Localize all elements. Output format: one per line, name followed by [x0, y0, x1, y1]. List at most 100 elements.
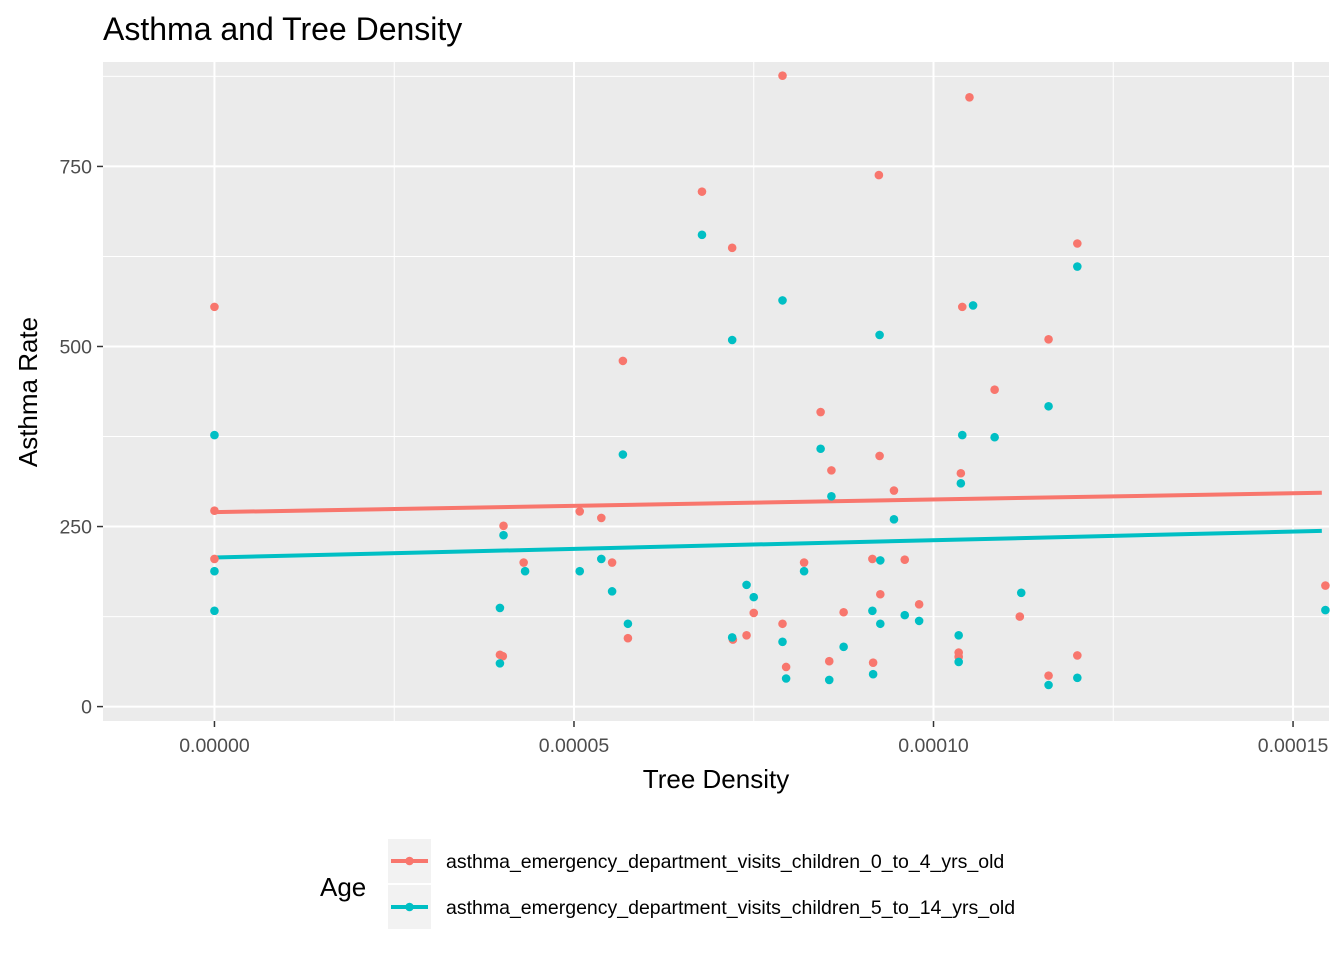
data-point-series-1: [827, 466, 836, 475]
data-point-series-2: [876, 556, 885, 565]
data-point-series-2: [623, 619, 633, 629]
data-point-series-2: [210, 606, 219, 616]
data-point-series-2: [954, 657, 963, 667]
data-point-series-2: [827, 491, 836, 501]
plot-panel: [103, 62, 1329, 721]
data-point-series-2: [956, 479, 966, 488]
data-point-series-1: [1073, 651, 1082, 660]
data-point-series-1: [900, 555, 910, 564]
data-point-series-1: [749, 608, 759, 618]
data-point-series-1: [824, 656, 834, 666]
data-point-series-2: [618, 450, 628, 459]
data-point-series-1: [868, 554, 877, 564]
data-point-series-2: [839, 642, 848, 652]
data-point-series-1: [210, 506, 219, 515]
data-point-series-1: [839, 607, 848, 617]
legend-title: Age: [320, 872, 366, 902]
y-tick-label: 750: [59, 156, 92, 178]
major-gridlines: [103, 62, 1329, 721]
data-point-series-1: [618, 356, 628, 366]
data-point-series-1: [742, 630, 751, 640]
legend-items: asthma_emergency_department_visits_child…: [388, 839, 1015, 929]
data-point-series-2: [778, 637, 787, 647]
data-point-series-1: [519, 558, 528, 567]
data-point-series-2: [868, 669, 878, 679]
data-point-series-2: [499, 530, 508, 540]
data-point-series-2: [1044, 680, 1053, 690]
data-point-series-2: [749, 592, 759, 602]
data-point-series-1: [575, 507, 585, 516]
trend-line-series-1: [214, 490, 1322, 515]
data-point-series-2: [607, 587, 617, 596]
data-point-series-1: [816, 407, 825, 417]
data-point-series-2: [954, 630, 963, 640]
data-point-series-2: [778, 296, 787, 305]
data-point-series-1: [868, 658, 878, 667]
legend-key-point: [405, 902, 414, 912]
data-point-series-1: [778, 619, 787, 629]
y-tick-label: 500: [59, 336, 92, 358]
chart-title: Asthma and Tree Density: [103, 11, 462, 47]
data-point-series-2: [781, 674, 791, 683]
data-point-series-1: [956, 468, 966, 478]
data-point-series-1: [965, 92, 974, 102]
data-point-series-2: [742, 580, 751, 590]
y-axis-title: Asthma Rate: [13, 317, 43, 467]
y-axis-ticks: 0 250 500 750: [59, 156, 103, 719]
data-point-series-1: [876, 589, 885, 599]
data-point-series-2: [210, 566, 219, 576]
data-point-series-1: [1073, 239, 1082, 248]
legend-key-point: [405, 856, 414, 866]
data-point-series-1: [727, 243, 737, 253]
data-point-series-1: [623, 633, 633, 643]
minor-gridlines: [103, 62, 1329, 721]
legend-label-series-2: asthma_emergency_department_visits_child…: [446, 897, 1015, 919]
data-point-series-2: [816, 444, 825, 454]
y-tick-label: 0: [81, 697, 92, 719]
data-point-series-2: [520, 566, 530, 576]
data-point-series-1: [597, 513, 606, 523]
data-point-series-1: [1321, 581, 1330, 590]
legend-label-series-1: asthma_emergency_department_visits_child…: [446, 851, 1004, 873]
data-point-series-2: [824, 675, 834, 685]
data-point-series-1: [990, 385, 999, 394]
data-point-series-2: [1073, 262, 1082, 271]
data-point-series-2: [889, 515, 899, 524]
y-tick-label: 250: [59, 517, 92, 539]
data-point-series-2: [968, 301, 978, 310]
data-point-series-2: [1044, 401, 1053, 411]
data-point-series-2: [957, 430, 967, 440]
data-point-series-1: [697, 187, 707, 196]
data-point-series-2: [990, 432, 999, 442]
x-tick-label: 0.00010: [898, 735, 969, 757]
data-point-series-2: [1016, 588, 1026, 598]
legend: Age asthma_emergency_department_visits_c…: [320, 839, 1015, 929]
x-tick-label: 0.00015: [1258, 735, 1329, 757]
data-point-series-1: [1044, 671, 1053, 680]
data-point-series-2: [1073, 673, 1082, 683]
data-point-series-1: [889, 486, 899, 495]
data-point-series-2: [727, 335, 737, 345]
data-point-series-2: [799, 566, 809, 576]
data-point-series-1: [1015, 612, 1025, 621]
data-point-series-2: [900, 610, 910, 620]
data-point-series-2: [727, 633, 737, 642]
data-point-series-1: [210, 554, 219, 564]
x-tick-label: 0.00005: [539, 735, 610, 757]
trend-lines: [214, 490, 1322, 560]
data-point-series-1: [499, 521, 508, 531]
data-point-series-2: [495, 603, 505, 613]
data-points: [210, 71, 1330, 690]
data-point-series-1: [210, 302, 219, 312]
data-point-series-1: [781, 662, 791, 672]
data-point-series-2: [868, 606, 877, 616]
data-point-series-2: [597, 554, 606, 564]
data-point-series-2: [495, 659, 505, 668]
data-point-series-1: [607, 558, 617, 567]
data-point-series-2: [697, 230, 707, 240]
data-point-series-1: [778, 71, 787, 80]
data-point-series-2: [210, 430, 219, 440]
x-axis-ticks: 0.00000 0.00005 0.00010 0.00015: [179, 721, 1328, 757]
data-point-series-1: [1044, 334, 1053, 344]
